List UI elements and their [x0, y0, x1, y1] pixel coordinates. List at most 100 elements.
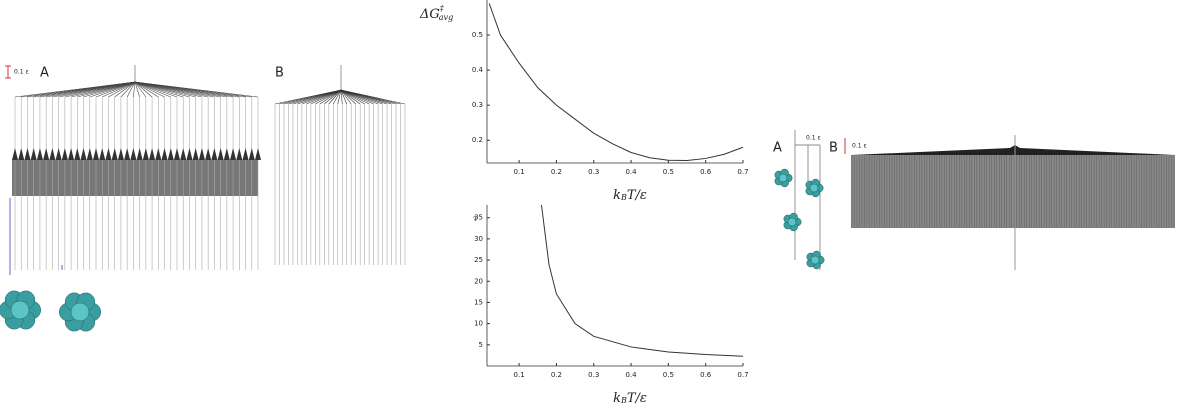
dense-leaves: [851, 155, 1175, 228]
minimum: [61, 148, 68, 160]
line-series: [540, 204, 744, 357]
branch: [315, 89, 342, 105]
branch: [340, 89, 352, 105]
minimum: [180, 148, 187, 160]
x-label-part: B: [620, 193, 627, 202]
y-tick-label: 0.4: [472, 66, 484, 74]
x-tick-label: 0.6: [700, 371, 712, 379]
minimum: [230, 148, 237, 160]
minimum: [105, 148, 112, 160]
y-tick-label: 25: [474, 256, 483, 264]
x-tick-label: 0.2: [551, 371, 562, 379]
minimum: [142, 148, 149, 160]
minimum: [223, 148, 230, 160]
minimum: [43, 148, 50, 160]
x-tick-label: 0.2: [551, 168, 562, 176]
y-tick-label: 15: [474, 298, 483, 306]
atom: [10, 300, 30, 320]
scale-label: 0.1 ε: [806, 135, 821, 142]
minimum: [205, 148, 212, 160]
branch: [134, 81, 171, 98]
atom: [809, 183, 819, 193]
minimum: [12, 148, 18, 160]
minimum: [192, 148, 199, 160]
atom: [810, 255, 820, 265]
y-tick-label: 0.5: [472, 31, 483, 39]
x-tick-label: 0.6: [700, 168, 712, 176]
branch: [134, 81, 165, 98]
branch: [333, 89, 342, 105]
minimum: [68, 148, 75, 160]
minimum: [242, 148, 249, 160]
minimum: [74, 148, 81, 160]
y-axis-label: ΔG‡ avg: [419, 4, 453, 22]
minimum: [49, 148, 56, 160]
branch: [306, 89, 342, 105]
branch: [120, 81, 136, 98]
branch: [95, 81, 136, 98]
branch: [134, 81, 159, 98]
minimum: [167, 148, 174, 160]
minimum: [86, 148, 93, 160]
minimum: [149, 148, 156, 160]
branch: [134, 81, 178, 98]
x-tick-label: 0.3: [588, 371, 599, 379]
x-tick-label: 0.7: [737, 168, 748, 176]
branch: [108, 81, 136, 98]
y-tick-label: 10: [474, 320, 483, 328]
branch: [134, 81, 140, 98]
minimum: [80, 148, 87, 160]
panel-label: A: [773, 141, 782, 156]
branch: [89, 81, 136, 98]
scale-label: 0.1 ε: [14, 69, 29, 76]
y-axis-label: τ: [473, 214, 478, 223]
x-label-part: T/ε: [627, 391, 647, 406]
branch: [319, 89, 342, 105]
minimum: [155, 148, 162, 160]
x-tick-label: 0.5: [663, 168, 674, 176]
branch: [340, 89, 361, 105]
branch: [133, 81, 136, 98]
branch: [134, 81, 153, 98]
branch: [114, 81, 136, 98]
branch: [340, 89, 343, 105]
minimum: [161, 148, 168, 160]
x-axis-label: kBT/ε: [613, 188, 647, 203]
y-tick-label: 0.2: [472, 136, 483, 144]
branch: [340, 89, 365, 105]
branch: [134, 81, 259, 98]
minimum: [24, 148, 31, 160]
minimum: [211, 148, 218, 160]
y-label-sub: avg: [439, 13, 453, 22]
branch: [126, 81, 136, 98]
x-tick-label: 0.5: [663, 371, 674, 379]
minimum: [174, 148, 180, 160]
branch: [340, 89, 356, 105]
minimum: [55, 148, 62, 160]
y-tick-label: 5: [479, 341, 483, 349]
branch: [340, 89, 348, 105]
x-tick-label: 0.3: [588, 168, 599, 176]
minimum: [198, 148, 205, 160]
tree-top: [851, 145, 1175, 155]
atom: [778, 173, 788, 183]
branch: [310, 89, 342, 105]
y-label-main: τ: [473, 214, 478, 223]
x-tick-label: 0.4: [625, 371, 637, 379]
panel-label: B: [829, 141, 838, 156]
minimum: [36, 148, 43, 160]
x-label-part: T/ε: [627, 188, 647, 203]
y-tick-label: 20: [474, 277, 483, 285]
branch: [324, 89, 342, 105]
x-tick-label: 0.1: [514, 168, 525, 176]
y-tick-label: 0.3: [472, 101, 483, 109]
minimum: [124, 148, 131, 160]
branch: [134, 81, 147, 98]
branch: [328, 89, 342, 105]
minimum: [111, 148, 118, 160]
scale-label: 0.1 ε: [852, 143, 867, 150]
disconnectivity-graphs: 0.1 ε A B A B 0.1 ε 0.1 ε: [0, 65, 1175, 332]
minimum: [136, 148, 143, 160]
panel-label: A: [40, 66, 49, 81]
